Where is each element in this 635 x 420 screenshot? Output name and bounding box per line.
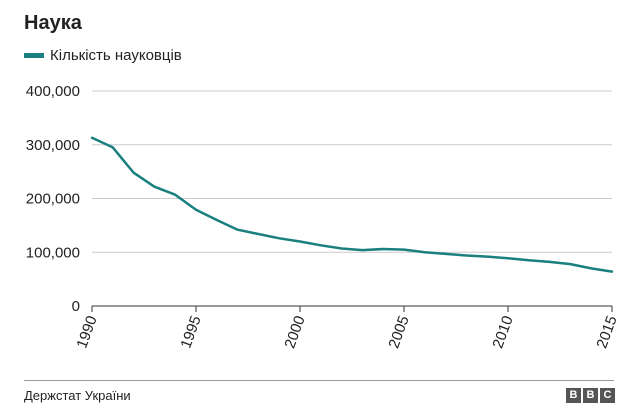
x-tick-label: 2015 (593, 314, 620, 351)
y-tick-label: 400,000 (26, 83, 80, 100)
source-note: Держстат України (24, 388, 131, 403)
x-tick-label: 1990 (73, 314, 100, 351)
bbc-logo-letter: B (583, 388, 598, 403)
legend-swatch (24, 53, 44, 58)
y-tick-label: 200,000 (26, 191, 80, 208)
x-tick-label: 2010 (489, 314, 516, 351)
x-tick-label: 1995 (177, 314, 204, 351)
legend-label: Кількість науковців (50, 47, 182, 64)
y-tick-label: 0 (72, 298, 80, 315)
line-chart: 0 100,000 200,000 300,000 400,000 1990 1995 200… (26, 83, 621, 351)
chart-title: Наука (24, 12, 82, 34)
legend: Кількість науковців (24, 47, 182, 64)
series-line (90, 136, 614, 273)
y-tick-label: 300,000 (26, 137, 80, 154)
x-tick-label: 2000 (281, 314, 308, 351)
x-tick-label: 2005 (385, 314, 412, 351)
y-tick-label: 100,000 (26, 244, 80, 261)
bbc-logo: B B C (564, 388, 615, 403)
footer-divider (24, 380, 614, 381)
bbc-logo-letter: C (600, 388, 615, 403)
bbc-logo-letter: B (566, 388, 581, 403)
